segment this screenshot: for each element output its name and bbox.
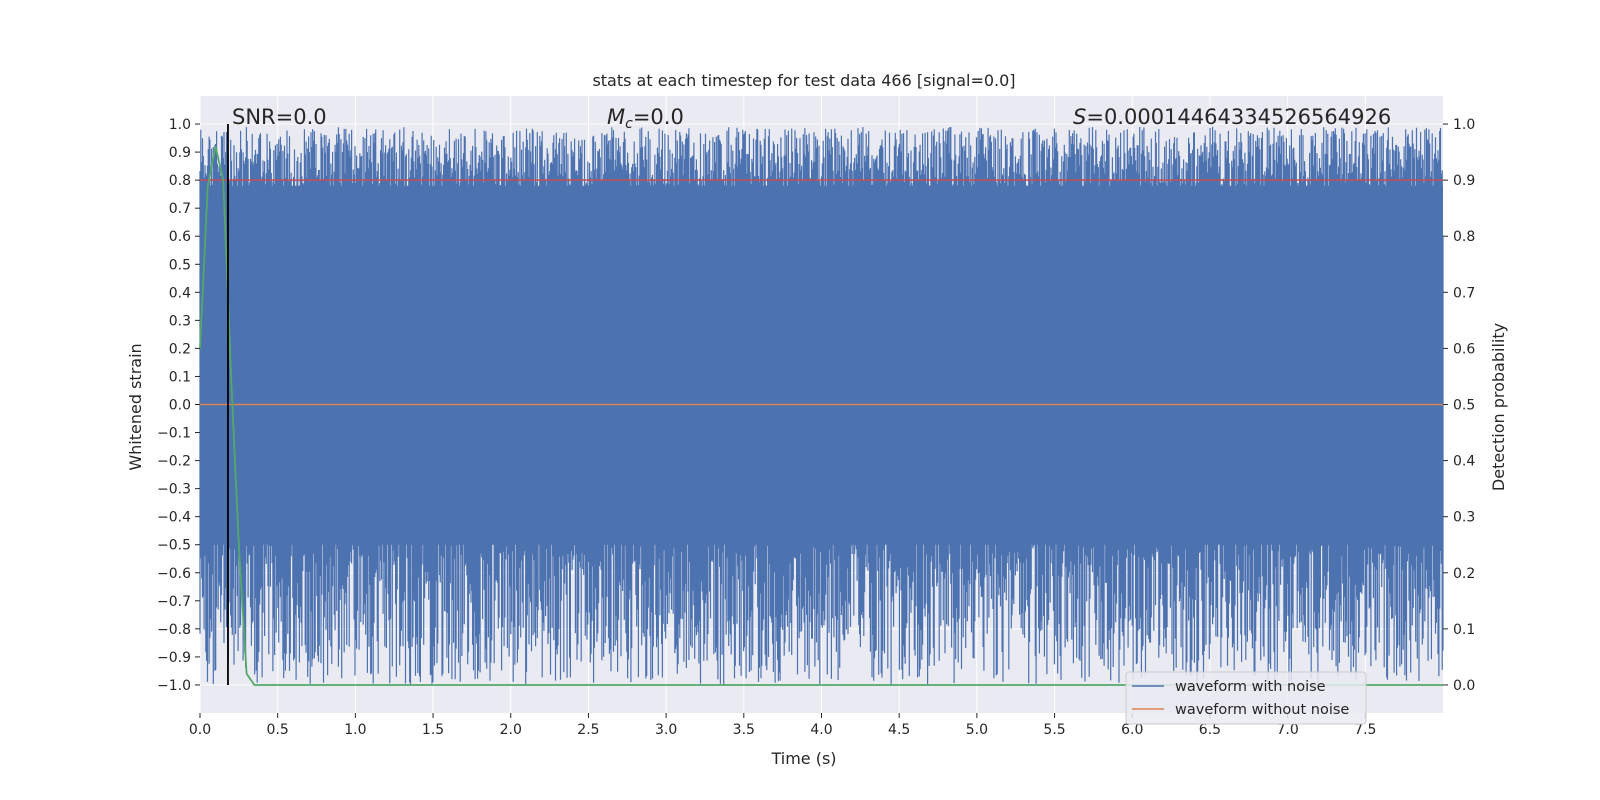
y-tick-label: 0.8 [169, 173, 191, 189]
y-tick-label: 0.9 [169, 145, 191, 161]
x-tick-label: 7.0 [1276, 722, 1298, 738]
y-tick-label: −1.0 [157, 678, 191, 694]
x-tick-label: 7.5 [1354, 722, 1376, 738]
legend-label-clean: waveform without noise [1175, 702, 1349, 718]
y-right-tick-label: 0.3 [1453, 510, 1475, 526]
y-right-tick-label: 0.4 [1453, 454, 1475, 470]
y-tick-label: 0.2 [169, 341, 191, 357]
y-tick-label: −0.5 [157, 538, 191, 554]
y-axis-label: Whitened strain [126, 343, 145, 470]
y-tick-label: −0.3 [157, 482, 191, 498]
y-right-tick-label: 0.0 [1453, 678, 1475, 694]
y-tick-label: −0.4 [157, 510, 191, 526]
y-right-tick-label: 0.6 [1453, 341, 1475, 357]
series-detection-probability [199, 146, 1443, 686]
y-axis-ticks: 1.0 0.9 0.8 0.7 0.6 0.5 0.4 0.3 0.2 0.1 0.0 −0.1 −0.… [157, 117, 200, 694]
chirp-mass-annotation: Mc=0.0 [607, 105, 684, 132]
y-tick-label: −0.9 [157, 650, 191, 666]
x-axis-label: Time (s) [770, 749, 836, 768]
chirp-mass-symbol: M [607, 105, 625, 129]
x-tick-label: 3.5 [733, 722, 755, 738]
x-tick-label: 2.0 [500, 722, 522, 738]
s-value: =0.0001446433452656492​6 [1086, 105, 1391, 129]
y-tick-label: −0.7 [157, 594, 191, 610]
x-tick-label: 6.0 [1121, 722, 1143, 738]
x-tick-label: 4.5 [888, 722, 910, 738]
x-tick-label: 0.0 [189, 722, 211, 738]
y-tick-label: 1.0 [169, 117, 191, 133]
chirp-mass-value: =0.0 [633, 105, 684, 129]
x-axis-ticks: 0.0 0.5 1.0 1.5 2.0 2.5 3.0 3.5 4.0 4.5 5.0 5.5 6.0 6… [189, 713, 1376, 738]
y-tick-label: 0.6 [169, 229, 191, 245]
y-right-tick-label: 0.5 [1453, 398, 1475, 414]
y-tick-label: −0.8 [157, 622, 191, 638]
y-tick-label: 0.4 [169, 285, 191, 301]
legend-label-noise: waveform with noise [1175, 679, 1326, 695]
legend: waveform with noise waveform without noi… [1125, 671, 1367, 725]
chirp-mass-subscript: c [625, 116, 633, 132]
y-tick-label: −0.1 [157, 426, 191, 442]
y-right-axis-label: Detection probability [1489, 323, 1508, 491]
x-tick-label: 4.0 [810, 722, 832, 738]
y-right-tick-label: 0.8 [1453, 229, 1475, 245]
y-tick-label: 0.3 [169, 313, 191, 329]
y-right-tick-label: 1.0 [1453, 117, 1475, 133]
x-tick-label: 3.0 [655, 722, 677, 738]
s-annotation: S=0.0001446433452656492​6 [1073, 105, 1391, 129]
y-right-tick-label: 0.1 [1453, 622, 1475, 638]
y-tick-label: 0.5 [169, 257, 191, 273]
x-tick-label: 1.5 [422, 722, 444, 738]
x-tick-label: 0.5 [267, 722, 289, 738]
y-tick-label: 0.1 [169, 369, 191, 385]
x-tick-label: 5.5 [1043, 722, 1065, 738]
chart-title: stats at each timestep for test data 466… [592, 71, 1015, 90]
x-tick-label: 5.0 [966, 722, 988, 738]
x-tick-label: 2.5 [577, 722, 599, 738]
s-symbol: S [1073, 105, 1086, 129]
noise-trace [199, 126, 1444, 685]
y-tick-label: 0.0 [169, 398, 191, 414]
legend-box [1125, 671, 1367, 725]
y-tick-label: −0.6 [157, 566, 191, 582]
snr-annotation: SNR=0.0 [232, 105, 327, 129]
y-tick-label: 0.7 [169, 201, 191, 217]
y-right-axis-ticks: 1.0 0.9 0.8 0.7 0.6 0.5 0.4 0.3 0.2 0.1 0.0 [1443, 117, 1475, 694]
y-right-tick-label: 0.9 [1453, 173, 1475, 189]
series-waveform-with-noise [199, 126, 1444, 685]
x-tick-label: 6.5 [1199, 722, 1221, 738]
x-tick-label: 1.0 [344, 722, 366, 738]
y-right-tick-label: 0.7 [1453, 285, 1475, 301]
y-right-tick-label: 0.2 [1453, 566, 1475, 582]
y-tick-label: −0.2 [157, 454, 191, 470]
